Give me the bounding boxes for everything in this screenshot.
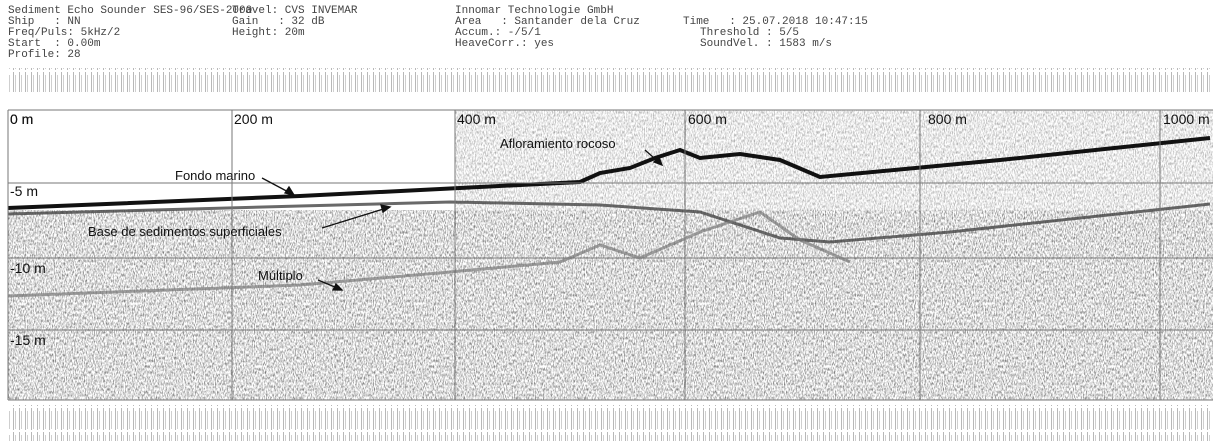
distance-label: 200 m: [234, 111, 273, 127]
depth-label: -10 m: [10, 260, 46, 276]
depth-label: -5 m: [10, 183, 38, 199]
annotation: Base de sedimentos superficiales: [88, 224, 282, 239]
distance-label: 1000 m: [1163, 111, 1210, 127]
echogram-page: Sediment Echo Sounder SES-96/SES-2000Shi…: [0, 0, 1222, 448]
annotation: Afloramiento rocoso: [500, 136, 616, 151]
depth-label: -15 m: [10, 332, 46, 348]
distance-label: 400 m: [457, 111, 496, 127]
distance-label: 800 m: [928, 111, 967, 127]
depth-label: 0 m: [10, 111, 33, 127]
header-line: Height: 20m: [232, 27, 305, 39]
header-line: HeaveCorr.: yes: [455, 38, 554, 50]
distance-label: 600 m: [688, 111, 727, 127]
tick-strip: [8, 405, 1213, 441]
noise: [455, 110, 1213, 210]
header-line: Profile: 28: [8, 49, 81, 61]
header-line: SoundVel. : 1583 m/s: [700, 38, 832, 50]
header: Sediment Echo Sounder SES-96/SES-2000Shi…: [8, 5, 868, 61]
annotation: Fondo marino: [175, 168, 255, 183]
tick-strip: [8, 68, 1213, 92]
annotation: Múltiplo: [258, 268, 303, 283]
echogram: [8, 110, 1213, 400]
